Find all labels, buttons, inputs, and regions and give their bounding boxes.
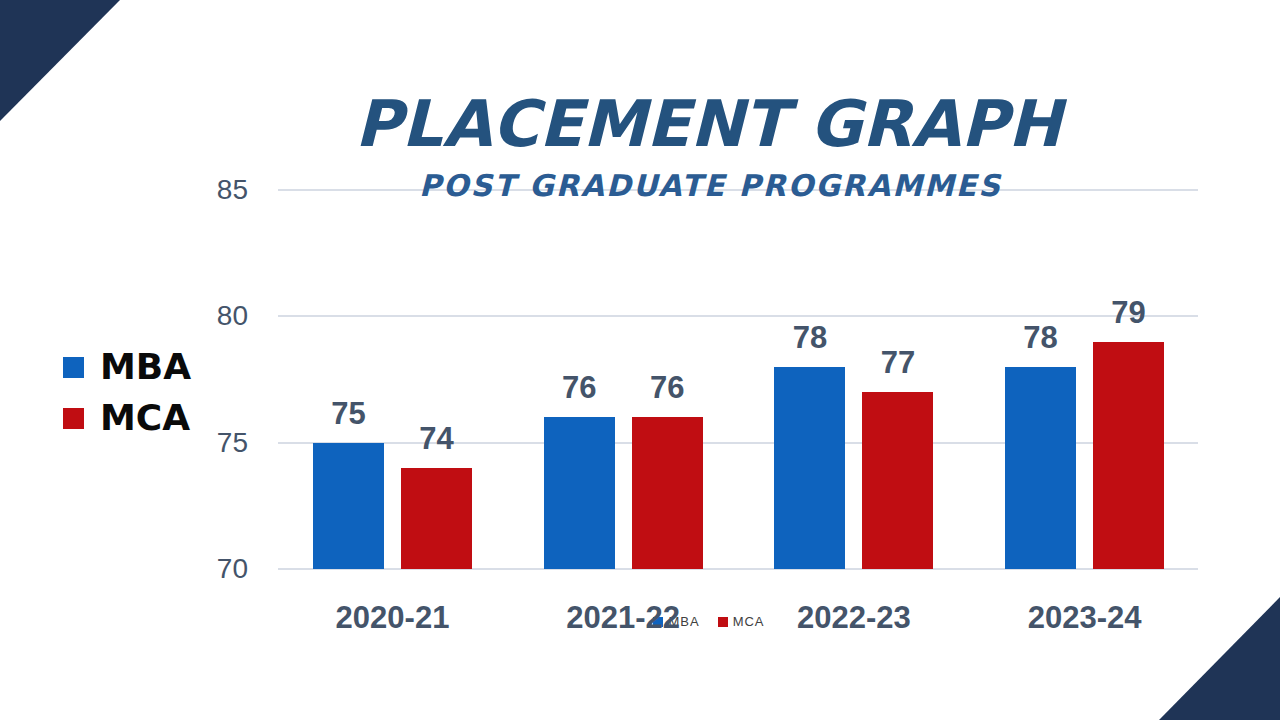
data-label-mca-2020-21: 74	[392, 423, 482, 454]
legend-label-mca: MCA	[100, 403, 190, 433]
legend-left: MBA MCA	[63, 352, 191, 454]
category-label-2023-24: 2023-24	[995, 602, 1175, 633]
category-label-2020-21: 2020-21	[303, 602, 483, 633]
bar-mba-2023-24	[1005, 367, 1076, 569]
bar-mca-2021-22	[632, 417, 703, 569]
data-label-mba-2022-23: 78	[765, 322, 855, 353]
y-axis-label-80: 80	[178, 302, 248, 330]
data-label-mca-2023-24: 79	[1084, 297, 1174, 328]
bar-mca-2020-21	[401, 468, 472, 569]
corner-triangle-bottom-right	[1159, 597, 1280, 720]
bar-mba-2021-22	[544, 417, 615, 569]
category-label-2021-22: 2021-22	[533, 602, 713, 633]
data-label-mba-2023-24: 78	[996, 322, 1086, 353]
bar-mba-2020-21	[313, 443, 384, 569]
legend-left-item-mca: MCA	[63, 403, 191, 433]
legend-bottom-label-mca: MCA	[733, 614, 765, 629]
y-axis-label-70: 70	[178, 555, 248, 583]
bar-mca-2023-24	[1093, 342, 1164, 569]
bar-mca-2022-23	[862, 392, 933, 569]
slide: { "title": "PLACEMENT GRAPH", "subtitle"…	[0, 0, 1280, 720]
legend-swatch-mba	[63, 357, 84, 378]
legend-label-mba: MBA	[100, 352, 191, 382]
category-label-2022-23: 2022-23	[764, 602, 944, 633]
corner-triangle-top-left	[0, 0, 120, 121]
data-label-mca-2021-22: 76	[622, 372, 712, 403]
legend-swatch-mca	[63, 408, 84, 429]
chart-subtitle: POST GRADUATE PROGRAMMES	[148, 171, 1273, 201]
chart-title: PLACEMENT GRAPH	[143, 92, 1273, 156]
legend-left-item-mba: MBA	[63, 352, 191, 382]
legend-bottom-swatch-mca	[718, 617, 728, 627]
gridline-80	[278, 315, 1198, 317]
data-label-mca-2022-23: 77	[853, 347, 943, 378]
bar-mba-2022-23	[774, 367, 845, 569]
data-label-mba-2021-22: 76	[534, 372, 624, 403]
data-label-mba-2020-21: 75	[304, 398, 394, 429]
